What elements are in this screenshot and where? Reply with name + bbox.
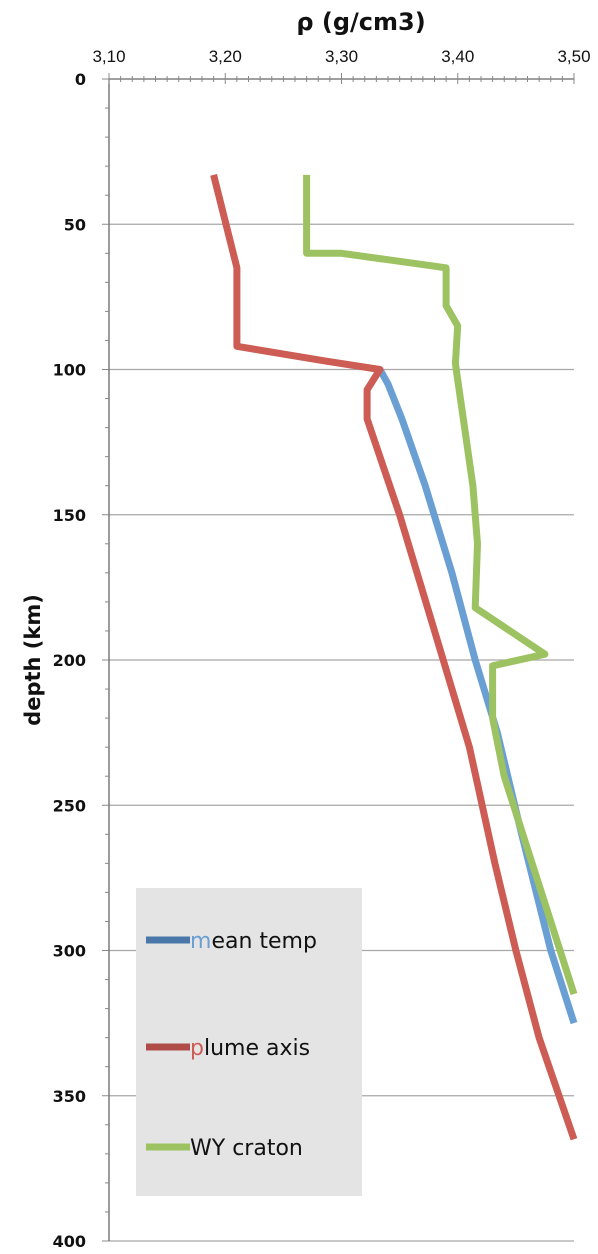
x-tick-label: 3,50 [557, 47, 590, 66]
y-tick-label: 150 [53, 506, 86, 525]
x-tick-label: 3,10 [92, 47, 125, 66]
y-tick-label: 350 [53, 1087, 86, 1106]
legend-label-initial: W [190, 1136, 212, 1161]
y-tick-label: 250 [53, 796, 86, 815]
series-line-mean-temp [376, 367, 578, 1025]
data-series [210, 174, 578, 1141]
legend-label-rest: ean temp [211, 929, 317, 954]
y-tick-label: 400 [53, 1232, 86, 1251]
x-tick-label: 3,30 [325, 47, 358, 66]
y-axis-title: depth (km) [21, 594, 45, 726]
x-tick-label: 3,20 [209, 47, 242, 66]
legend: mean temp plume axis WY craton [136, 888, 362, 1196]
legend-label-initial: p [190, 1036, 204, 1061]
legend-label: plume axis [190, 1036, 310, 1061]
series-line-plume-axis [210, 174, 578, 1141]
legend-label-initial: m [190, 929, 211, 954]
x-axis-title: ρ (g/cm3) [296, 8, 425, 36]
x-tick-label: 3,40 [441, 47, 474, 66]
legend-label-rest: lume axis [204, 1036, 310, 1061]
y-tick-label: 300 [53, 942, 86, 961]
y-tick-label: 50 [64, 215, 86, 234]
legend-label: mean temp [190, 929, 317, 954]
legend-label-rest: Y craton [211, 1136, 303, 1161]
y-tick-label: 100 [53, 361, 86, 380]
legend-label: WY craton [190, 1136, 303, 1161]
axis-titles: ρ (g/cm3) depth (km) [21, 8, 426, 726]
y-tick-label: 0 [75, 70, 86, 89]
axes: 3,10 3,20 3,30 3,40 3,50 0 50 100 150 200 250 300 35… [53, 47, 591, 1251]
series-line-wy-craton [303, 174, 578, 996]
y-tick-label: 200 [53, 651, 86, 670]
